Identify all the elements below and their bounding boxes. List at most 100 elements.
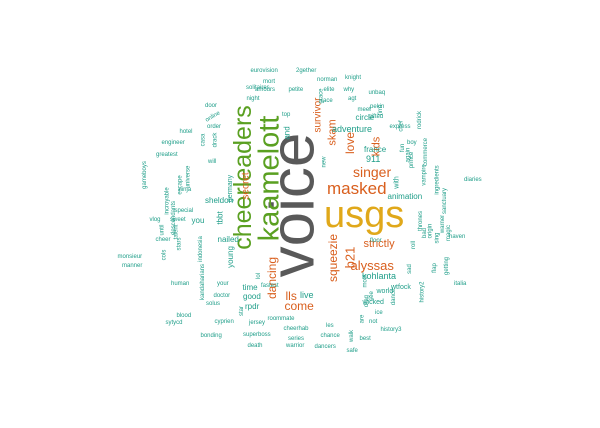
word-usgs: usgs [324, 194, 405, 236]
word-top: top [282, 112, 291, 118]
word-knight: knight [345, 75, 362, 81]
word-chef: chef [398, 120, 405, 132]
word-vlog: vlog [149, 217, 161, 223]
word-history2: history2 [419, 281, 426, 303]
word-eurovision: eurovision [250, 68, 278, 74]
word-solus: solus [206, 301, 221, 307]
word-italia: italia [454, 281, 467, 287]
word-meet: meet [357, 107, 371, 113]
word-casa: casa [199, 133, 206, 147]
word-you: you [191, 216, 205, 225]
word-death: death [247, 343, 263, 349]
word-roll: roll [411, 240, 418, 250]
word-diaries: diaries [464, 177, 482, 183]
word-cheer: cheer [155, 237, 171, 243]
word-animation: animation [387, 192, 423, 201]
word-nailed: nailed [217, 235, 239, 244]
word-fastest: fastest [261, 283, 279, 289]
word-roommate: roommate [267, 316, 295, 322]
word-commerce: commerce [423, 137, 430, 167]
word-live: live [300, 289, 314, 300]
word-star: star [239, 305, 246, 317]
word-chance: chance [320, 333, 340, 339]
word-incroyable: incroyable [164, 187, 171, 215]
word-door: door [205, 103, 218, 109]
word-until: until [159, 224, 166, 236]
word-gifted: gifted [368, 114, 384, 120]
word-fun: fun [400, 143, 407, 153]
word-and: and [282, 126, 292, 140]
word-secret: secret [240, 172, 252, 200]
word-tbbt: tbbt [215, 211, 225, 225]
word-new: new [321, 156, 328, 168]
word-warner: warner [440, 214, 447, 234]
word-sytycd: sytycd [165, 320, 183, 326]
word-safe: safe [346, 348, 358, 354]
word-universe: universe [184, 165, 191, 189]
word-are: are [358, 314, 365, 324]
word-world: world [376, 287, 394, 295]
word-sanctuary: sanctuary [442, 187, 449, 215]
word-grace: grace [318, 88, 325, 104]
word-dance: dance [391, 288, 398, 306]
word-your: your [217, 281, 229, 287]
word-norman: norman [317, 77, 338, 83]
word-rodrick: rodrick [417, 110, 424, 130]
word-getting: getting [444, 256, 451, 276]
word-vampire: vampire [421, 164, 428, 186]
word-thrones: thrones [418, 210, 425, 232]
word-stars: stars [176, 237, 183, 251]
word-why: why [343, 87, 355, 93]
word-masked: masked [327, 178, 387, 198]
word-walk: walk [349, 329, 356, 343]
word-race: race [321, 98, 333, 104]
word-doctor: doctor [213, 293, 231, 299]
word-blood: blood [176, 313, 192, 319]
word-firm: firm [378, 105, 384, 115]
word-lol: lol [256, 272, 263, 280]
word-kandaharians: kandaharians [200, 263, 207, 301]
word-strictly: strictly [363, 237, 395, 250]
word-come: come [284, 299, 314, 313]
word-pekin: pekin [370, 104, 385, 110]
word-france: france [364, 145, 387, 154]
word-series: series [288, 336, 305, 342]
word-b21: b21 [342, 246, 358, 268]
word-with: with [393, 175, 401, 189]
word-history3: history3 [380, 327, 402, 333]
word-manner: manner [122, 263, 143, 269]
word-express: express [389, 124, 411, 130]
word-young: young [225, 246, 235, 268]
word-mort: mort [263, 79, 275, 85]
word-sing: sing [434, 232, 441, 244]
word-escape: escape [177, 175, 184, 195]
word-unbaq: unbaq [368, 90, 386, 96]
word-sweet: sweet [170, 217, 186, 223]
word-squeezie: squeezie [326, 233, 341, 283]
word-911: 911 [366, 153, 381, 164]
word-drack: drack [211, 132, 218, 148]
word-origin: origin [426, 223, 433, 239]
word-order: order [207, 124, 222, 130]
word-ice: ice [375, 310, 383, 316]
word-adventure: adventure [332, 123, 373, 134]
word-gameboys: gameboys [141, 161, 148, 189]
word-human: human [171, 281, 190, 287]
word-online: online [204, 110, 222, 124]
word-cols: cols [160, 249, 167, 261]
word-see: see [368, 291, 375, 301]
word-magic: magic [446, 224, 453, 242]
word-kohlanta: kohlanta [362, 270, 397, 281]
word-jersey: jersey [249, 320, 266, 326]
word-love: love [343, 131, 358, 155]
word-germany: germany [226, 174, 234, 202]
word-time: time [242, 283, 258, 292]
word-kaamelott: kaamelott [253, 115, 286, 241]
word-best: best [359, 336, 371, 342]
word-superboss: superboss [243, 332, 271, 338]
word-wicked: wicked [362, 298, 384, 306]
word-greatest: greatest [156, 152, 178, 158]
word-solitaires: solitaires [246, 85, 270, 91]
word-dancers: dancers [314, 344, 336, 350]
word-boy: boy [407, 140, 417, 146]
